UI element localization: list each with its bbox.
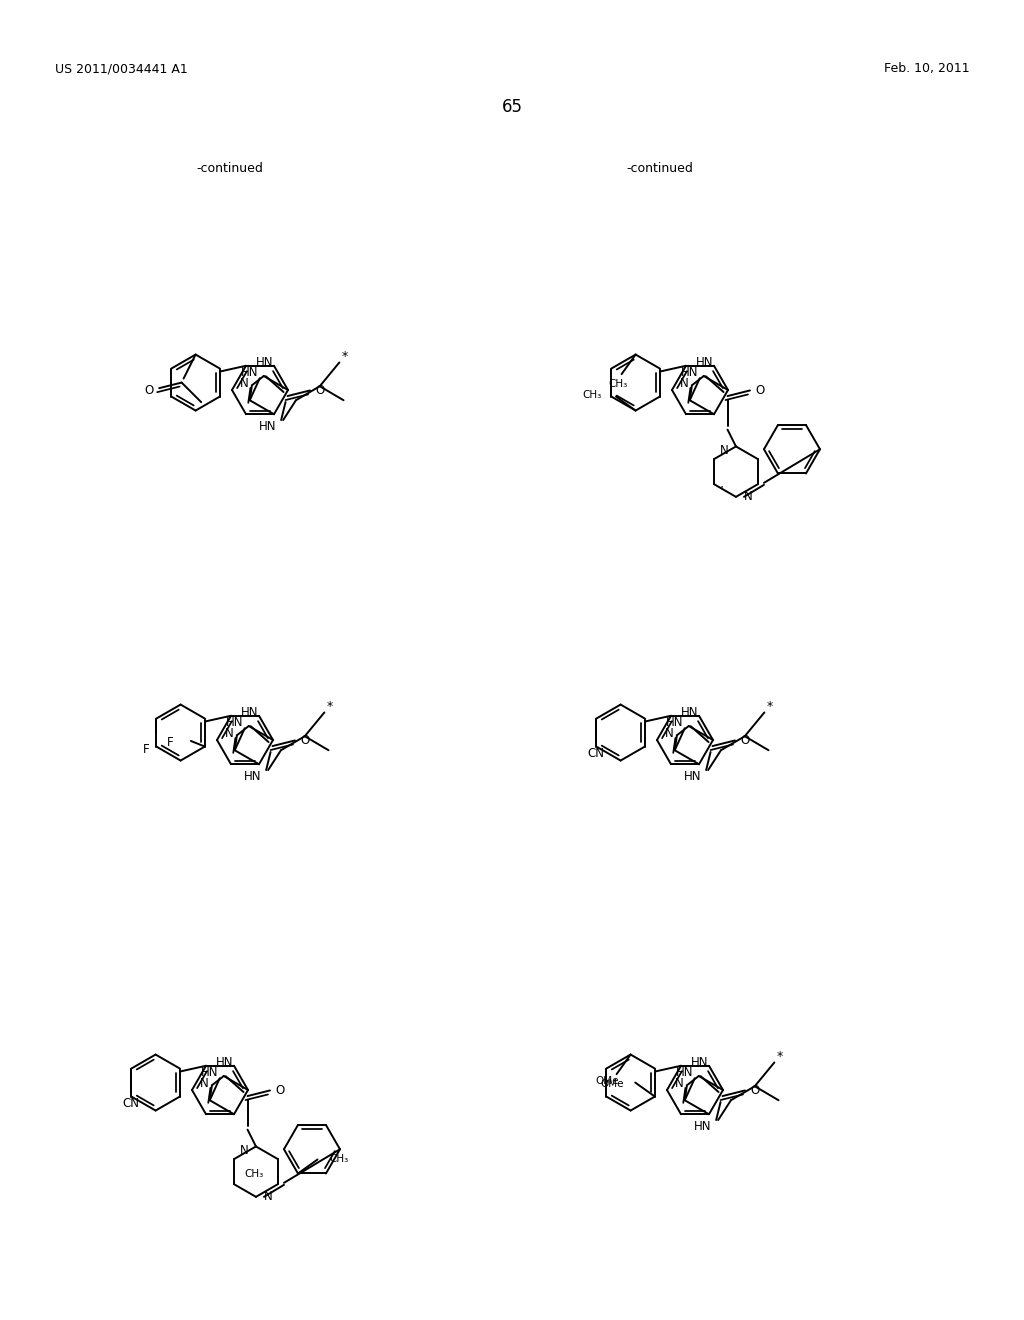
Text: HN: HN: [216, 1056, 233, 1069]
Text: HN: HN: [258, 420, 275, 433]
Text: N: N: [200, 1077, 208, 1089]
Text: O: O: [756, 384, 765, 397]
Text: N: N: [240, 376, 249, 389]
Text: HN: HN: [681, 706, 698, 719]
Text: HN: HN: [241, 366, 258, 379]
Text: CH₃: CH₃: [608, 379, 628, 389]
Text: F: F: [143, 743, 150, 756]
Text: HN: HN: [691, 1056, 709, 1069]
Text: *: *: [327, 700, 333, 713]
Text: ,: ,: [720, 478, 724, 491]
Text: HN: HN: [256, 356, 273, 370]
Text: CN: CN: [588, 747, 605, 760]
Text: N: N: [743, 490, 753, 503]
Text: HN: HN: [241, 706, 258, 719]
Text: O: O: [315, 384, 325, 397]
Text: OMe: OMe: [601, 1080, 625, 1089]
Text: CH₃: CH₃: [330, 1155, 349, 1164]
Text: HN: HN: [226, 715, 244, 729]
Text: O: O: [300, 734, 309, 747]
Text: HN: HN: [695, 356, 714, 370]
Text: *: *: [766, 700, 772, 713]
Text: CH₃: CH₃: [583, 389, 602, 400]
Text: CH₃: CH₃: [245, 1170, 264, 1179]
Text: HN: HN: [683, 770, 700, 783]
Text: HN: HN: [244, 770, 261, 783]
Text: HN: HN: [693, 1119, 711, 1133]
Text: -continued: -continued: [627, 162, 693, 176]
Text: N: N: [263, 1191, 272, 1204]
Text: HN: HN: [666, 715, 683, 729]
Text: O: O: [751, 1084, 760, 1097]
Text: *: *: [776, 1049, 782, 1063]
Text: Feb. 10, 2011: Feb. 10, 2011: [885, 62, 970, 75]
Text: F: F: [167, 737, 174, 748]
Text: OMe: OMe: [596, 1076, 620, 1085]
Text: US 2011/0034441 A1: US 2011/0034441 A1: [55, 62, 187, 75]
Text: N: N: [675, 1077, 683, 1089]
Text: HN: HN: [681, 366, 698, 379]
Text: -continued: -continued: [197, 162, 263, 176]
Text: N: N: [224, 726, 233, 739]
Text: O: O: [740, 734, 750, 747]
Text: CN: CN: [123, 1097, 140, 1110]
Text: N: N: [665, 726, 674, 739]
Text: HN: HN: [676, 1065, 693, 1078]
Text: N: N: [720, 444, 728, 457]
Text: O: O: [275, 1084, 285, 1097]
Text: 65: 65: [502, 98, 522, 116]
Text: HN: HN: [201, 1065, 218, 1078]
Text: N: N: [240, 1144, 249, 1156]
Text: O: O: [144, 384, 154, 396]
Text: N: N: [680, 376, 688, 389]
Text: *: *: [341, 350, 347, 363]
